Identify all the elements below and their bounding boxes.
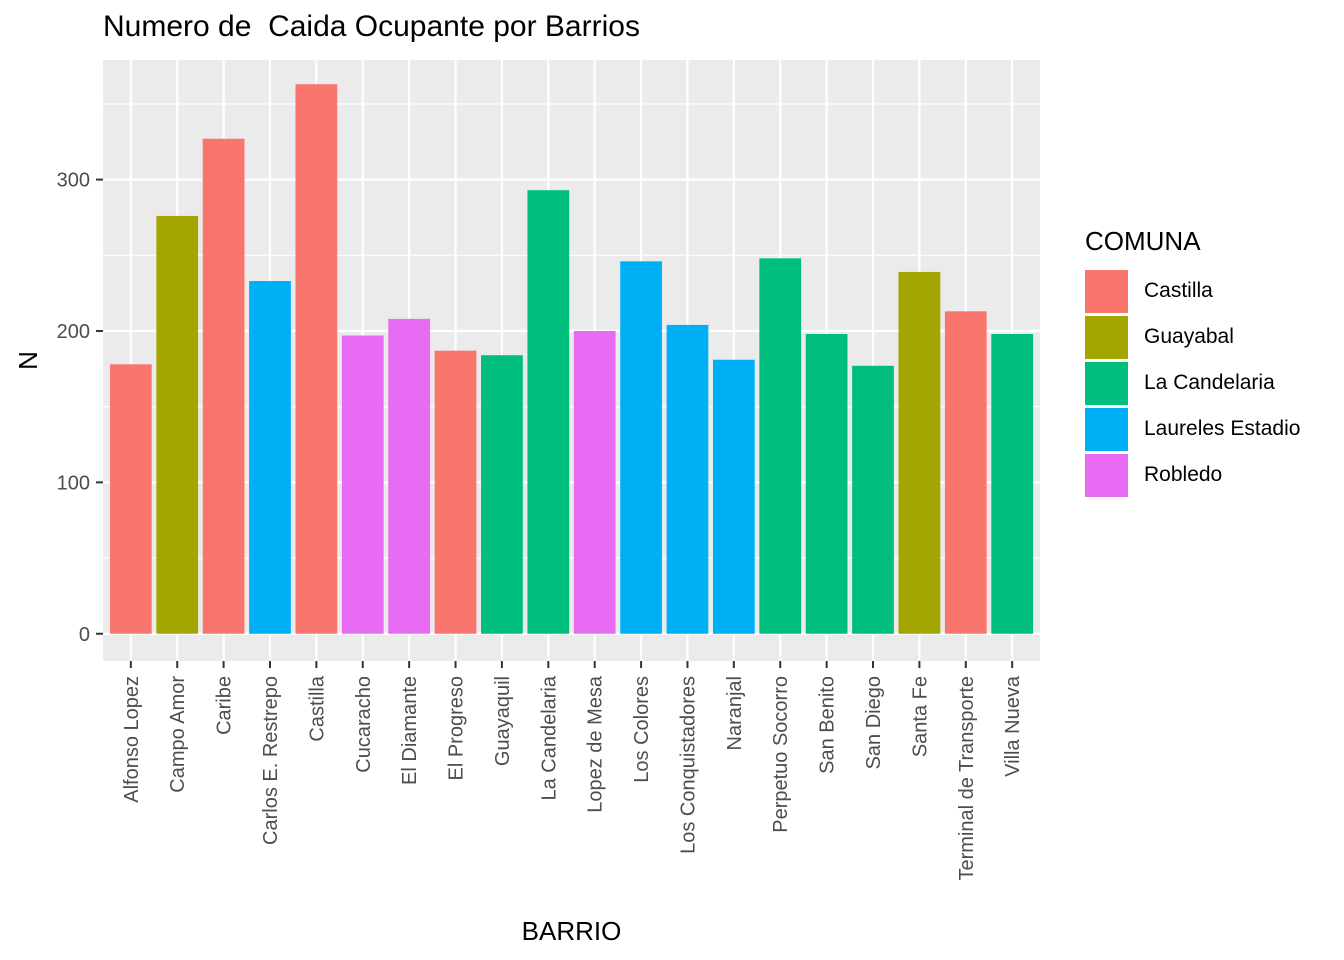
legend-item: La Candelaria bbox=[1085, 360, 1275, 406]
bar bbox=[527, 190, 570, 634]
legend-swatch bbox=[1085, 315, 1128, 359]
x-tick-label: Naranjal bbox=[724, 676, 746, 750]
bar bbox=[991, 334, 1034, 634]
bar bbox=[805, 334, 848, 634]
x-tick-label: El Progreso bbox=[446, 676, 468, 781]
bar bbox=[620, 261, 662, 634]
legend-swatch bbox=[1085, 453, 1128, 497]
legend-label: La Candelaria bbox=[1144, 371, 1275, 394]
x-tick-label: Caribe bbox=[214, 676, 236, 735]
legend-item: Guayabal bbox=[1085, 314, 1234, 360]
x-tick-label: Alfonso Lopez bbox=[121, 676, 143, 803]
bar bbox=[249, 281, 291, 634]
x-tick-label: Lopez de Mesa bbox=[585, 675, 607, 813]
legend-title: COMUNA bbox=[1085, 226, 1201, 256]
bar bbox=[388, 318, 431, 634]
bar bbox=[573, 330, 616, 634]
bar bbox=[109, 364, 152, 634]
y-tick-label: 100 bbox=[57, 472, 90, 494]
x-tick-label: San Diego bbox=[863, 676, 885, 769]
x-tick-label: Villa Nueva bbox=[1002, 675, 1024, 777]
bar bbox=[434, 350, 477, 634]
x-tick-label: Castilla bbox=[306, 675, 328, 741]
bar bbox=[156, 215, 199, 634]
x-tick-label: Campo Amor bbox=[167, 676, 189, 793]
bar bbox=[944, 311, 987, 634]
x-tick-label: Guayaquil bbox=[492, 676, 514, 766]
legend-label: Guayabal bbox=[1144, 325, 1234, 348]
x-tick-label: Santa Fe bbox=[909, 676, 931, 757]
x-tick-label: El Diamante bbox=[399, 676, 421, 785]
legend-label: Robledo bbox=[1144, 463, 1223, 486]
x-tick-label: Los Colores bbox=[631, 676, 653, 783]
x-tick-label: Terminal de Transporte bbox=[956, 676, 978, 881]
bar bbox=[295, 84, 338, 634]
bar bbox=[712, 359, 755, 634]
y-tick-label: 0 bbox=[79, 624, 90, 646]
bar bbox=[898, 271, 941, 634]
bar bbox=[759, 258, 802, 634]
legend-item: Castilla bbox=[1085, 268, 1213, 314]
x-tick-label: La Candelaria bbox=[538, 675, 560, 800]
legend-swatch bbox=[1085, 269, 1128, 313]
legend-item: Laureles Estadio bbox=[1085, 406, 1300, 452]
x-tick-label: Perpetuo Socorro bbox=[770, 676, 792, 833]
legend-swatch bbox=[1085, 407, 1128, 451]
x-tick-label: Carlos E. Restrepo bbox=[260, 676, 282, 845]
bar bbox=[202, 138, 245, 634]
legend-item: Robledo bbox=[1085, 452, 1222, 498]
legend-label: Laureles Estadio bbox=[1144, 417, 1301, 440]
x-tick-label: Cucaracho bbox=[353, 676, 375, 773]
bar bbox=[341, 335, 384, 634]
bar bbox=[666, 324, 709, 634]
y-tick-label: 200 bbox=[57, 321, 90, 343]
y-axis-title: N bbox=[13, 351, 43, 370]
bar bbox=[481, 355, 523, 634]
chart-title: Numero de Caida Ocupante por Barrios bbox=[103, 10, 640, 43]
x-axis-title: BARRIO bbox=[522, 916, 622, 946]
x-tick-label: Los Conquistadores bbox=[677, 676, 699, 854]
legend-label: Castilla bbox=[1144, 279, 1213, 302]
bar bbox=[852, 365, 894, 634]
y-tick-label: 300 bbox=[57, 170, 90, 192]
legend-swatch bbox=[1085, 361, 1128, 405]
x-tick-label: San Benito bbox=[817, 676, 839, 774]
